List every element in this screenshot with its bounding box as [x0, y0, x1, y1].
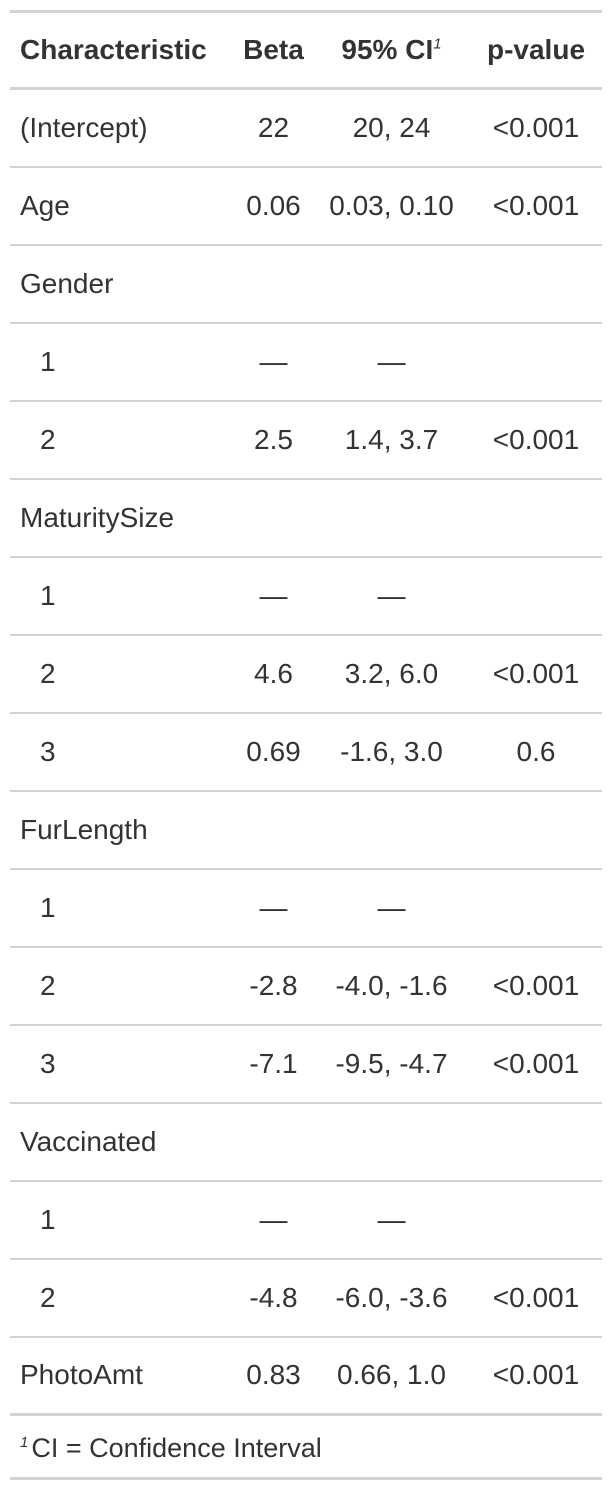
beta-cell: 22 — [234, 88, 313, 168]
beta-cell: — — [234, 868, 313, 948]
table-row: 1— — — [10, 868, 602, 948]
beta-cell — [234, 1102, 313, 1182]
beta-cell — [234, 478, 313, 558]
regression-table-container: Characteristic Beta 95% CI1 p-value (Int… — [10, 10, 602, 1480]
variable-label-cell: PhotoAmt — [10, 1336, 234, 1416]
ci-cell: — — [313, 1180, 470, 1260]
beta-cell: 0.83 — [234, 1336, 313, 1416]
pvalue-cell: <0.001 — [470, 400, 602, 480]
table-row: 1— — — [10, 556, 602, 636]
beta-cell: 4.6 — [234, 634, 313, 714]
variable-label-cell: (Intercept) — [10, 88, 234, 168]
ci-cell: — — [313, 322, 470, 402]
table-row: 1— — — [10, 1180, 602, 1260]
ci-cell: — — [313, 556, 470, 636]
level-label-cell: 1 — [10, 322, 234, 402]
table-body: (Intercept) 22 20, 24 <0.001 Age 0.06 0.03, 0.… — [10, 88, 602, 1416]
ci-cell: -6.0, -3.6 — [313, 1258, 470, 1338]
beta-cell: 0.06 — [234, 166, 313, 246]
header-row: Characteristic Beta 95% CI1 p-value — [10, 11, 602, 90]
header-pvalue: p-value — [470, 11, 602, 90]
level-label-cell: 1 — [10, 1180, 234, 1260]
ci-cell: -1.6, 3.0 — [313, 712, 470, 792]
beta-cell: -2.8 — [234, 946, 313, 1026]
level-label-cell: 1 — [10, 868, 234, 948]
pvalue-cell — [470, 478, 602, 558]
ci-cell — [313, 1102, 470, 1182]
footnote-mark: 1 — [20, 1434, 29, 1451]
pvalue-cell — [470, 868, 602, 948]
pvalue-cell: <0.001 — [470, 1258, 602, 1338]
variable-label-cell: MaturitySize — [10, 478, 234, 558]
ci-cell: -9.5, -4.7 — [313, 1024, 470, 1104]
table-row: 3 0.69 -1.6, 3.0 0.6 — [10, 712, 602, 792]
variable-label-cell: Age — [10, 166, 234, 246]
table-row: PhotoAmt 0.83 0.66, 1.0 <0.001 — [10, 1336, 602, 1416]
level-label-cell: 3 — [10, 1024, 234, 1104]
table-footnote: 1 CI = Confidence Interval — [10, 1416, 602, 1480]
table-row: 2 4.6 3.2, 6.0 <0.001 — [10, 634, 602, 714]
pvalue-cell — [470, 244, 602, 324]
ci-cell: 3.2, 6.0 — [313, 634, 470, 714]
table-row: Gender — [10, 244, 602, 324]
pvalue-cell: <0.001 — [470, 946, 602, 1026]
table-row: 1— — — [10, 322, 602, 402]
header-ci-footnote-mark: 1 — [433, 35, 442, 53]
ci-cell — [313, 790, 470, 870]
ci-cell — [313, 244, 470, 324]
ci-cell: 0.66, 1.0 — [313, 1336, 470, 1416]
beta-cell: -7.1 — [234, 1024, 313, 1104]
table-row: (Intercept) 22 20, 24 <0.001 — [10, 88, 602, 168]
beta-cell — [234, 244, 313, 324]
ci-cell: 20, 24 — [313, 88, 470, 168]
pvalue-cell — [470, 556, 602, 636]
beta-cell: -4.8 — [234, 1258, 313, 1338]
ci-cell: 1.4, 3.7 — [313, 400, 470, 480]
ci-cell: 0.03, 0.10 — [313, 166, 470, 246]
pvalue-cell — [470, 1102, 602, 1182]
variable-label-cell: FurLength — [10, 790, 234, 870]
level-label-cell: 2 — [10, 634, 234, 714]
table-row: Vaccinated — [10, 1102, 602, 1182]
table-row: FurLength — [10, 790, 602, 870]
pvalue-cell: 0.6 — [470, 712, 602, 792]
regression-table: Characteristic Beta 95% CI1 p-value (Int… — [10, 10, 602, 1416]
pvalue-cell — [470, 1180, 602, 1260]
pvalue-cell: <0.001 — [470, 166, 602, 246]
header-ci-label: 95% CI — [341, 34, 434, 65]
variable-label-cell: Gender — [10, 244, 234, 324]
header-characteristic: Characteristic — [10, 11, 234, 90]
pvalue-cell: <0.001 — [470, 634, 602, 714]
beta-cell: — — [234, 556, 313, 636]
beta-cell: 2.5 — [234, 400, 313, 480]
ci-cell — [313, 478, 470, 558]
beta-cell — [234, 790, 313, 870]
table-header: Characteristic Beta 95% CI1 p-value — [10, 11, 602, 90]
pvalue-cell — [470, 322, 602, 402]
level-label-cell: 2 — [10, 400, 234, 480]
level-label-cell: 2 — [10, 946, 234, 1026]
table-row: 2 -2.8 -4.0, -1.6 <0.001 — [10, 946, 602, 1026]
level-label-cell: 2 — [10, 1258, 234, 1338]
table-row: 2 2.5 1.4, 3.7 <0.001 — [10, 400, 602, 480]
pvalue-cell: <0.001 — [470, 88, 602, 168]
beta-cell: 0.69 — [234, 712, 313, 792]
header-ci: 95% CI1 — [313, 11, 470, 90]
table-row: 2 -4.8 -6.0, -3.6 <0.001 — [10, 1258, 602, 1338]
table-row: Age 0.06 0.03, 0.10 <0.001 — [10, 166, 602, 246]
table-row: MaturitySize — [10, 478, 602, 558]
beta-cell: — — [234, 1180, 313, 1260]
ci-cell: — — [313, 868, 470, 948]
beta-cell: — — [234, 322, 313, 402]
table-row: 3 -7.1 -9.5, -4.7 <0.001 — [10, 1024, 602, 1104]
pvalue-cell: <0.001 — [470, 1024, 602, 1104]
variable-label-cell: Vaccinated — [10, 1102, 234, 1182]
level-label-cell: 1 — [10, 556, 234, 636]
level-label-cell: 3 — [10, 712, 234, 792]
pvalue-cell: <0.001 — [470, 1336, 602, 1416]
ci-cell: -4.0, -1.6 — [313, 946, 470, 1026]
footnote-text: CI = Confidence Interval — [31, 1433, 322, 1463]
header-beta: Beta — [234, 11, 313, 90]
pvalue-cell — [470, 790, 602, 870]
